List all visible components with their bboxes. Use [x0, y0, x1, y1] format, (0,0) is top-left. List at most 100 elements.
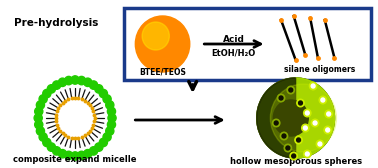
Circle shape [35, 120, 43, 129]
Circle shape [59, 78, 67, 87]
Circle shape [59, 150, 67, 158]
Circle shape [267, 92, 318, 144]
Circle shape [47, 85, 56, 93]
Circle shape [107, 120, 116, 129]
Circle shape [53, 147, 61, 155]
Circle shape [106, 101, 114, 109]
Circle shape [259, 81, 332, 155]
Circle shape [270, 84, 336, 152]
Circle shape [257, 78, 335, 158]
Circle shape [43, 138, 51, 147]
Circle shape [103, 95, 111, 103]
Circle shape [290, 152, 297, 160]
Circle shape [268, 94, 316, 142]
Circle shape [106, 127, 114, 135]
Circle shape [34, 114, 42, 122]
Text: EtOH/H₂O: EtOH/H₂O [211, 49, 256, 58]
Circle shape [285, 117, 287, 119]
Circle shape [282, 112, 293, 124]
Circle shape [270, 95, 314, 141]
Circle shape [311, 119, 319, 127]
Circle shape [279, 108, 298, 128]
Circle shape [276, 104, 303, 132]
Circle shape [284, 144, 291, 152]
Circle shape [265, 88, 322, 148]
Circle shape [304, 150, 311, 158]
Circle shape [43, 89, 51, 98]
Circle shape [71, 152, 79, 160]
Circle shape [107, 107, 116, 116]
Circle shape [297, 99, 304, 107]
Circle shape [36, 101, 45, 109]
Polygon shape [257, 78, 335, 158]
Circle shape [263, 85, 326, 151]
Circle shape [265, 89, 321, 147]
Circle shape [262, 84, 328, 152]
Circle shape [285, 116, 288, 119]
Circle shape [302, 124, 309, 132]
Circle shape [71, 76, 79, 84]
Text: Pre-hydrolysis: Pre-hydrolysis [14, 18, 98, 28]
Circle shape [305, 152, 309, 156]
Circle shape [95, 85, 103, 93]
Circle shape [280, 132, 288, 140]
Circle shape [65, 151, 73, 160]
Circle shape [295, 136, 302, 144]
Circle shape [65, 76, 73, 85]
Circle shape [304, 126, 307, 130]
Circle shape [77, 151, 85, 160]
FancyBboxPatch shape [124, 8, 372, 80]
Circle shape [283, 113, 291, 123]
Circle shape [273, 100, 308, 136]
Circle shape [269, 94, 315, 142]
Circle shape [289, 88, 293, 92]
Circle shape [277, 94, 285, 102]
Circle shape [142, 22, 169, 50]
Circle shape [283, 114, 291, 122]
Circle shape [282, 113, 293, 123]
Circle shape [286, 146, 290, 150]
Polygon shape [296, 78, 335, 158]
Circle shape [305, 111, 309, 115]
Text: silane oligomers: silane oligomers [284, 66, 356, 74]
Circle shape [39, 133, 47, 141]
Circle shape [287, 86, 294, 94]
Circle shape [327, 112, 331, 116]
Text: BTEE/TEOS: BTEE/TEOS [139, 68, 186, 76]
Circle shape [261, 83, 329, 153]
Circle shape [279, 96, 283, 100]
Circle shape [278, 107, 300, 129]
Circle shape [297, 138, 301, 142]
Circle shape [277, 106, 301, 130]
Circle shape [275, 103, 305, 133]
Circle shape [272, 98, 310, 138]
Circle shape [47, 143, 56, 151]
Circle shape [56, 98, 94, 138]
Circle shape [311, 84, 315, 88]
Circle shape [316, 140, 324, 148]
Circle shape [326, 128, 330, 132]
Circle shape [319, 96, 327, 104]
Circle shape [267, 91, 319, 145]
Circle shape [272, 99, 309, 137]
Circle shape [273, 100, 307, 135]
Circle shape [279, 109, 297, 127]
Circle shape [259, 80, 333, 156]
Circle shape [262, 85, 327, 151]
Circle shape [274, 102, 305, 134]
Polygon shape [257, 78, 296, 158]
Circle shape [277, 105, 302, 131]
Text: composite expand micelle: composite expand micelle [13, 156, 137, 164]
Circle shape [270, 96, 313, 140]
Circle shape [280, 110, 296, 126]
Circle shape [95, 143, 103, 151]
Circle shape [271, 97, 311, 139]
Circle shape [103, 133, 111, 141]
Circle shape [90, 81, 98, 89]
Circle shape [304, 109, 311, 117]
Circle shape [99, 89, 107, 98]
Circle shape [310, 82, 317, 90]
Circle shape [84, 150, 92, 158]
Circle shape [263, 86, 325, 150]
Circle shape [260, 82, 330, 154]
